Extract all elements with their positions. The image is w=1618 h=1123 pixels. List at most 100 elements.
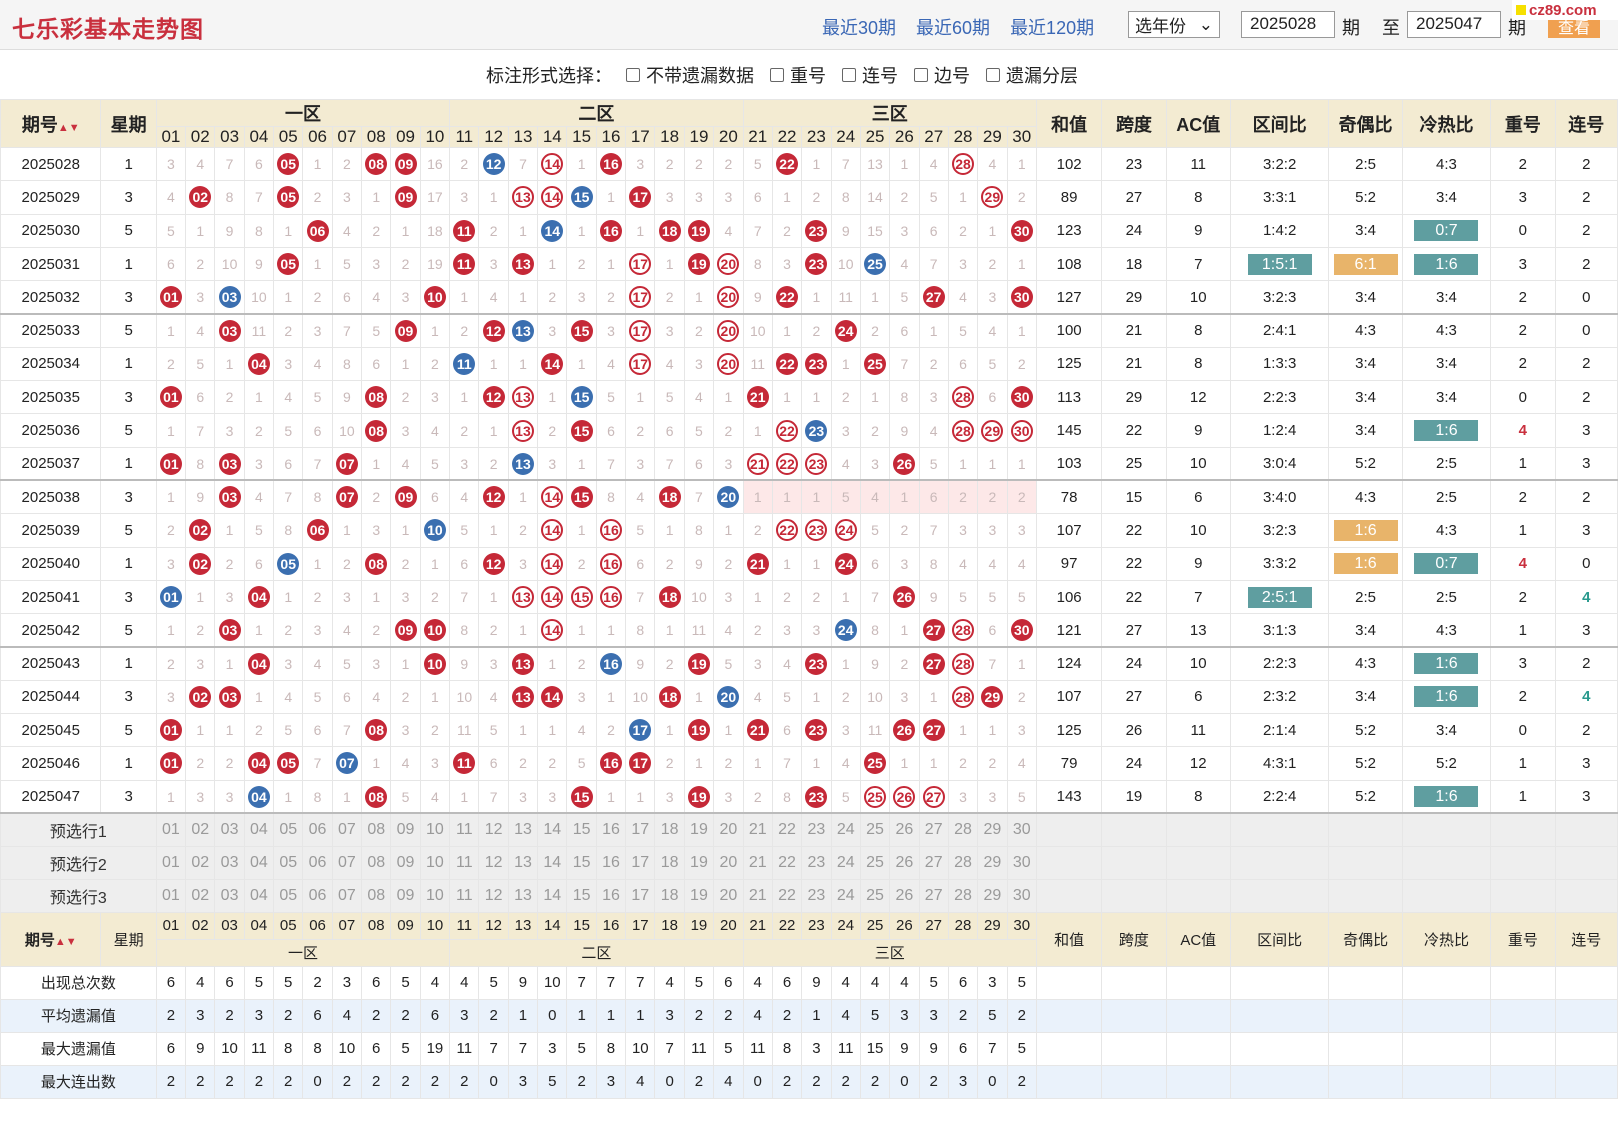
preselect-number[interactable]: 22	[771, 812, 803, 847]
preselect-number[interactable]: 04	[243, 878, 275, 913]
preselect-number[interactable]: 16	[595, 812, 627, 847]
preselect-number[interactable]: 23	[801, 845, 832, 880]
preselect-number[interactable]: 12	[478, 845, 509, 880]
preselect-number[interactable]: 30	[1006, 812, 1037, 847]
preselect-number[interactable]: 09	[390, 878, 421, 913]
preselect-number[interactable]: 07	[331, 878, 363, 913]
option-edge[interactable]: 边号	[914, 62, 970, 88]
preselect-number[interactable]: 24	[830, 812, 861, 847]
preselect-number[interactable]: 26	[889, 878, 920, 913]
preselect-number[interactable]: 02	[185, 812, 216, 847]
preselect-number[interactable]: 27	[918, 845, 949, 880]
preselect-number[interactable]: 05	[273, 812, 304, 847]
preselect-number[interactable]: 01	[155, 845, 187, 880]
preselect-number[interactable]: 25	[859, 812, 891, 847]
preselect-number[interactable]: 03	[214, 845, 245, 880]
sort-icon[interactable]: ▲▼	[54, 935, 77, 948]
preselect-number[interactable]: 28	[947, 878, 979, 913]
preselect-number[interactable]: 10	[419, 812, 451, 847]
preselect-number[interactable]: 28	[947, 812, 979, 847]
preselect-number[interactable]: 17	[625, 878, 656, 913]
checkbox[interactable]	[914, 68, 928, 82]
preselect-number[interactable]: 19	[683, 878, 715, 913]
preselect-number[interactable]: 01	[155, 878, 187, 913]
preselect-number[interactable]: 09	[390, 845, 421, 880]
preselect-number[interactable]: 24	[830, 878, 861, 913]
preselect-number[interactable]: 15	[566, 878, 597, 913]
col-period[interactable]: 期号▲▼	[0, 911, 102, 967]
preselect-number[interactable]: 10	[419, 845, 451, 880]
to-period-input[interactable]: 2025047	[1407, 11, 1501, 38]
preselect-number[interactable]: 21	[742, 812, 773, 847]
preselect-number[interactable]: 06	[302, 878, 333, 913]
preselect-number[interactable]: 30	[1006, 878, 1037, 913]
preselect-number[interactable]: 14	[537, 845, 568, 880]
preselect-number[interactable]: 12	[478, 812, 509, 847]
preselect-number[interactable]: 07	[331, 812, 363, 847]
preselect-number[interactable]: 15	[566, 845, 597, 880]
option-consecutive[interactable]: 连号	[842, 62, 898, 88]
preselect-number[interactable]: 11	[449, 845, 480, 880]
preselect-number[interactable]: 26	[889, 845, 920, 880]
preselect-number[interactable]: 17	[625, 845, 656, 880]
preselect-number[interactable]: 18	[654, 812, 685, 847]
preselect-number[interactable]: 16	[595, 845, 627, 880]
preselect-number[interactable]: 18	[654, 845, 685, 880]
preselect-number[interactable]: 05	[273, 878, 304, 913]
preselect-number[interactable]: 02	[185, 845, 216, 880]
preselect-number[interactable]: 19	[683, 812, 715, 847]
preselect-number[interactable]: 14	[537, 878, 568, 913]
link-recent-30[interactable]: 最近30期	[822, 18, 897, 38]
option-missing-layers[interactable]: 遗漏分层	[986, 62, 1078, 88]
preselect-number[interactable]: 06	[302, 845, 333, 880]
preselect-number[interactable]: 22	[771, 878, 803, 913]
preselect-number[interactable]: 11	[449, 878, 480, 913]
preselect-number[interactable]: 08	[361, 845, 392, 880]
checkbox[interactable]	[770, 68, 784, 82]
year-select[interactable]: 选年份 ⌄	[1128, 11, 1220, 38]
preselect-number[interactable]: 07	[331, 845, 363, 880]
checkbox[interactable]	[986, 68, 1000, 82]
preselect-number[interactable]: 08	[361, 812, 392, 847]
preselect-number[interactable]: 24	[830, 845, 861, 880]
preselect-number[interactable]: 09	[390, 812, 421, 847]
preselect-number[interactable]: 13	[507, 845, 539, 880]
checkbox[interactable]	[626, 68, 640, 82]
preselect-number[interactable]: 23	[801, 812, 832, 847]
preselect-number[interactable]: 13	[507, 812, 539, 847]
preselect-number[interactable]: 30	[1006, 845, 1037, 880]
preselect-number[interactable]: 26	[889, 812, 920, 847]
preselect-number[interactable]: 16	[595, 878, 627, 913]
option-no-missing[interactable]: 不带遗漏数据	[626, 62, 754, 88]
col-period[interactable]: 期号▲▼	[0, 99, 102, 148]
sort-icon[interactable]: ▲▼	[57, 121, 80, 134]
preselect-number[interactable]: 23	[801, 878, 832, 913]
preselect-number[interactable]: 25	[859, 878, 891, 913]
checkbox[interactable]	[842, 68, 856, 82]
link-recent-120[interactable]: 最近120期	[1010, 18, 1095, 38]
preselect-number[interactable]: 20	[713, 812, 744, 847]
preselect-number[interactable]: 05	[273, 845, 304, 880]
preselect-number[interactable]: 20	[713, 878, 744, 913]
preselect-number[interactable]: 29	[977, 845, 1008, 880]
preselect-number[interactable]: 13	[507, 878, 539, 913]
preselect-number[interactable]: 01	[155, 812, 187, 847]
preselect-number[interactable]: 04	[243, 845, 275, 880]
preselect-number[interactable]: 10	[419, 878, 451, 913]
preselect-number[interactable]: 20	[713, 845, 744, 880]
preselect-number[interactable]: 18	[654, 878, 685, 913]
preselect-number[interactable]: 14	[537, 812, 568, 847]
preselect-number[interactable]: 03	[214, 812, 245, 847]
preselect-number[interactable]: 27	[918, 812, 949, 847]
preselect-number[interactable]: 17	[625, 812, 656, 847]
preselect-number[interactable]: 29	[977, 878, 1008, 913]
preselect-number[interactable]: 03	[214, 878, 245, 913]
from-period-input[interactable]: 2025028	[1241, 11, 1335, 38]
preselect-number[interactable]: 08	[361, 878, 392, 913]
preselect-number[interactable]: 21	[742, 878, 773, 913]
preselect-number[interactable]: 15	[566, 812, 597, 847]
preselect-number[interactable]: 25	[859, 845, 891, 880]
preselect-number[interactable]: 06	[302, 812, 333, 847]
preselect-number[interactable]: 21	[742, 845, 773, 880]
preselect-number[interactable]: 22	[771, 845, 803, 880]
